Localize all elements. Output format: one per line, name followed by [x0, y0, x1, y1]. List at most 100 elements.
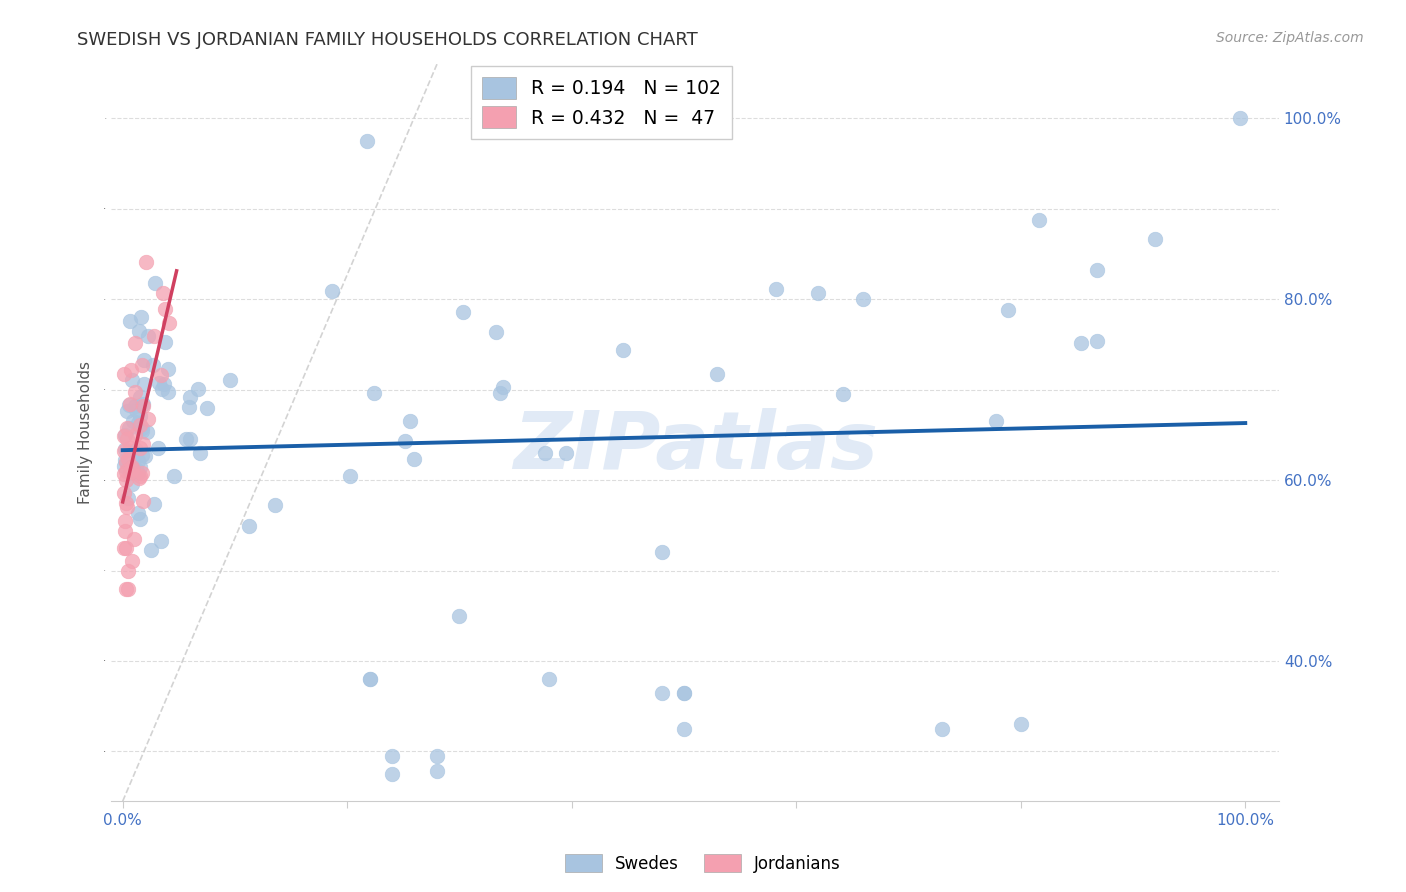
Point [128, 390, 150, 404]
Y-axis label: Family Households: Family Households [79, 361, 93, 504]
Point [128, 324, 150, 338]
Point [157, 361, 180, 376]
Point [127, 506, 149, 520]
Point [124, 428, 146, 442]
Point [1085, 263, 1108, 277]
Point [122, 413, 145, 427]
Point [174, 432, 197, 446]
Point [651, 545, 673, 559]
Point [114, 453, 136, 467]
Point [112, 444, 135, 458]
Point [449, 608, 471, 623]
Point [129, 418, 152, 433]
Point [153, 301, 176, 316]
Point [218, 373, 240, 387]
Point [485, 325, 508, 339]
Point [131, 421, 153, 435]
Point [1229, 112, 1251, 126]
Point [134, 377, 156, 392]
Point [555, 446, 578, 460]
Point [117, 564, 139, 578]
Point [125, 443, 148, 458]
Point [112, 485, 135, 500]
Point [120, 465, 142, 479]
Point [1085, 334, 1108, 348]
Point [264, 499, 287, 513]
Point [114, 524, 136, 538]
Point [148, 376, 170, 390]
Point [381, 748, 404, 763]
Point [112, 428, 135, 442]
Point [426, 764, 449, 779]
Point [132, 437, 155, 451]
Point [195, 401, 218, 416]
Point [238, 518, 260, 533]
Point [112, 541, 135, 556]
Point [187, 382, 209, 396]
Point [852, 292, 875, 306]
Point [117, 491, 139, 505]
Point [118, 398, 141, 412]
Point [359, 672, 381, 686]
Point [451, 305, 474, 319]
Point [831, 386, 853, 401]
Point [117, 452, 139, 467]
Point [131, 466, 153, 480]
Point [134, 449, 156, 463]
Point [129, 459, 152, 474]
Point [128, 512, 150, 526]
Point [142, 497, 165, 511]
Point [125, 403, 148, 417]
Point [179, 390, 201, 404]
Point [672, 685, 695, 699]
Point [157, 385, 180, 400]
Point [115, 582, 138, 596]
Point [672, 685, 695, 699]
Point [538, 672, 561, 686]
Point [143, 276, 166, 290]
Point [394, 434, 416, 449]
Point [149, 368, 172, 382]
Point [115, 541, 138, 555]
Point [131, 359, 153, 373]
Point [1010, 717, 1032, 731]
Point [120, 313, 142, 327]
Point [1070, 335, 1092, 350]
Point [986, 414, 1008, 428]
Point [121, 461, 143, 475]
Point [124, 446, 146, 460]
Point [534, 446, 557, 460]
Legend: Swedes, Jordanians: Swedes, Jordanians [558, 847, 848, 880]
Point [136, 412, 159, 426]
Point [127, 416, 149, 430]
Point [129, 409, 152, 424]
Point [112, 467, 135, 482]
Point [122, 532, 145, 546]
Point [149, 533, 172, 548]
Point [115, 464, 138, 478]
Point [115, 496, 138, 510]
Point [142, 329, 165, 343]
Point [129, 441, 152, 455]
Point [152, 377, 174, 392]
Point [997, 303, 1019, 318]
Point [121, 554, 143, 568]
Point [127, 454, 149, 468]
Point [117, 582, 139, 596]
Point [115, 473, 138, 487]
Point [426, 748, 449, 763]
Point [112, 367, 135, 381]
Point [931, 722, 953, 736]
Point [135, 254, 157, 268]
Point [129, 310, 152, 324]
Point [131, 424, 153, 438]
Point [132, 353, 155, 368]
Point [115, 500, 138, 514]
Point [118, 397, 141, 411]
Point [127, 466, 149, 480]
Point [121, 459, 143, 474]
Point [117, 432, 139, 446]
Point [124, 399, 146, 413]
Point [115, 455, 138, 469]
Point [148, 441, 170, 455]
